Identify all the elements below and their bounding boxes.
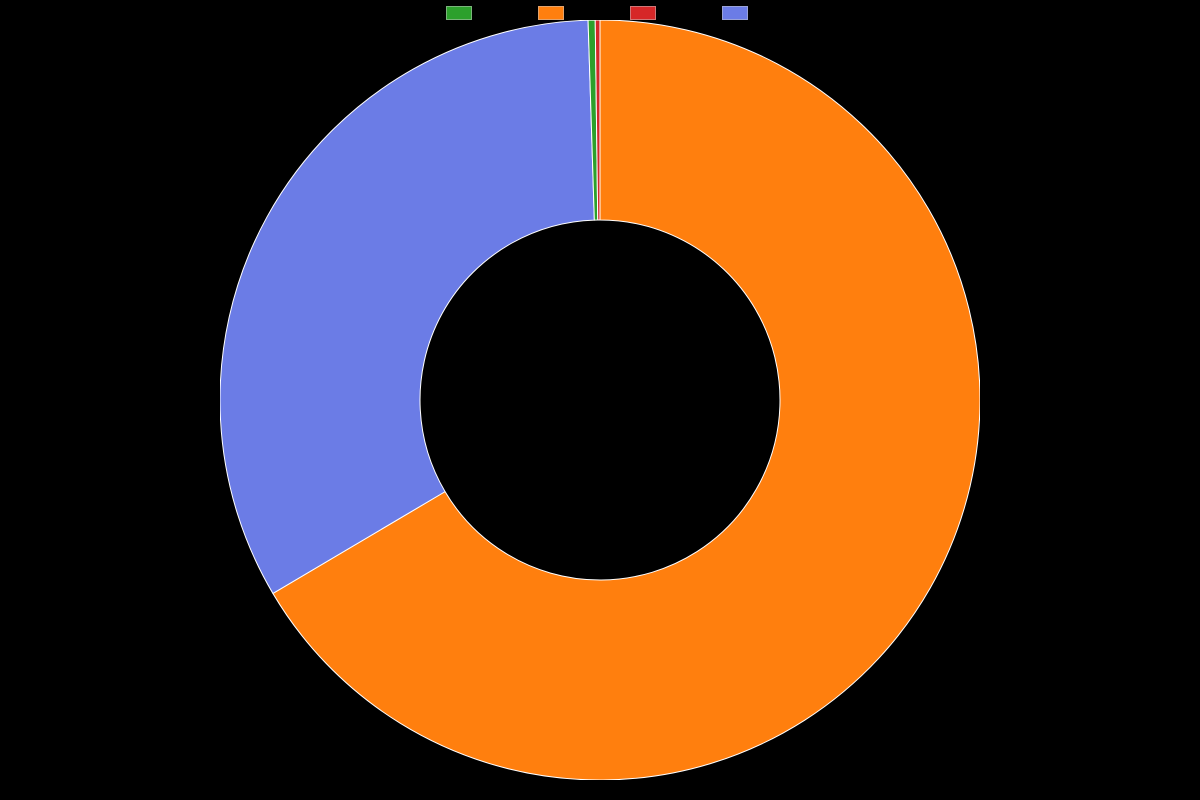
legend-item <box>446 6 478 20</box>
legend <box>446 6 754 20</box>
legend-swatch <box>722 6 748 20</box>
donut-slice <box>220 20 594 593</box>
legend-item <box>538 6 570 20</box>
legend-item <box>722 6 754 20</box>
legend-item <box>630 6 662 20</box>
legend-swatch <box>630 6 656 20</box>
legend-swatch <box>446 6 472 20</box>
legend-swatch <box>538 6 564 20</box>
donut-chart <box>220 20 980 780</box>
donut-svg <box>220 20 980 780</box>
